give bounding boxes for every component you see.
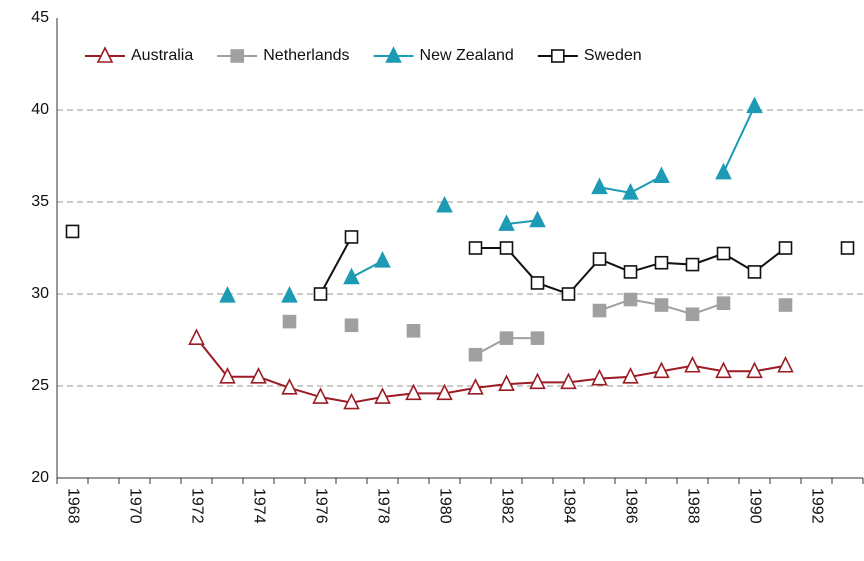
legend-label: New Zealand bbox=[420, 47, 514, 64]
y-tick-label: 20 bbox=[31, 469, 49, 486]
y-tick-label: 35 bbox=[31, 193, 49, 210]
marker bbox=[685, 307, 700, 322]
marker bbox=[561, 287, 576, 301]
marker bbox=[551, 49, 565, 63]
marker bbox=[560, 372, 577, 390]
legend-item: New Zealand bbox=[373, 46, 514, 64]
marker bbox=[653, 361, 670, 379]
marker bbox=[344, 230, 359, 244]
y-tick-label: 40 bbox=[31, 101, 49, 118]
marker bbox=[777, 355, 794, 373]
y-tick-label: 25 bbox=[31, 377, 49, 394]
marker bbox=[592, 303, 607, 318]
marker bbox=[746, 361, 763, 379]
marker bbox=[715, 162, 732, 180]
legend-label: Sweden bbox=[584, 47, 642, 64]
x-tick-label: 1986 bbox=[622, 488, 639, 524]
marker bbox=[468, 347, 483, 362]
marker bbox=[684, 355, 701, 373]
series-line bbox=[476, 300, 786, 355]
marker bbox=[529, 210, 546, 228]
marker bbox=[230, 49, 245, 63]
legend-label: Australia bbox=[131, 47, 193, 64]
marker bbox=[498, 214, 515, 231]
marker bbox=[622, 367, 639, 384]
marker bbox=[530, 331, 545, 345]
marker bbox=[313, 287, 328, 301]
marker bbox=[840, 241, 855, 255]
marker bbox=[654, 298, 669, 312]
marker bbox=[96, 46, 114, 63]
series-line bbox=[321, 237, 848, 294]
legend-item: Netherlands bbox=[217, 47, 350, 64]
marker bbox=[716, 246, 731, 261]
marker bbox=[343, 392, 360, 410]
x-tick-label: 1980 bbox=[436, 488, 453, 524]
marker bbox=[219, 286, 236, 303]
marker bbox=[716, 296, 731, 311]
x-tick-label: 1972 bbox=[188, 488, 205, 524]
marker bbox=[747, 265, 762, 279]
y-tick-label: 45 bbox=[31, 9, 49, 26]
marker bbox=[312, 387, 329, 404]
x-tick-label: 1974 bbox=[250, 488, 267, 524]
marker bbox=[530, 276, 545, 290]
marker bbox=[715, 361, 732, 379]
marker bbox=[498, 374, 515, 391]
marker bbox=[468, 241, 483, 255]
marker bbox=[685, 257, 700, 272]
marker bbox=[219, 367, 236, 384]
marker bbox=[374, 251, 391, 268]
marker bbox=[65, 224, 80, 239]
marker bbox=[653, 166, 670, 184]
marker bbox=[250, 367, 267, 384]
marker bbox=[746, 96, 763, 114]
marker bbox=[592, 252, 607, 266]
marker bbox=[281, 378, 298, 395]
x-tick-label: 1988 bbox=[684, 488, 701, 524]
legend-label: Netherlands bbox=[263, 47, 349, 64]
x-tick-label: 1976 bbox=[312, 488, 329, 524]
x-tick-label: 1968 bbox=[64, 488, 81, 524]
marker bbox=[499, 241, 514, 255]
y-tick-label: 30 bbox=[31, 285, 49, 302]
marker bbox=[778, 241, 793, 255]
marker bbox=[623, 292, 638, 307]
marker bbox=[778, 298, 793, 312]
marker bbox=[591, 368, 608, 386]
legend-item: Sweden bbox=[537, 47, 642, 64]
marker bbox=[529, 372, 546, 390]
x-tick-label: 1982 bbox=[498, 488, 515, 524]
marker bbox=[281, 286, 298, 303]
marker bbox=[499, 331, 514, 345]
marker bbox=[374, 387, 391, 404]
x-tick-label: 1992 bbox=[808, 488, 825, 524]
marker bbox=[405, 383, 422, 401]
marker bbox=[282, 314, 297, 329]
marker bbox=[623, 265, 638, 279]
marker bbox=[188, 328, 205, 345]
legend-item: Australia bbox=[85, 46, 193, 64]
marker bbox=[622, 183, 639, 200]
marker bbox=[343, 267, 360, 285]
x-tick-label: 1990 bbox=[746, 488, 763, 524]
marker bbox=[436, 383, 453, 401]
marker bbox=[406, 323, 421, 338]
marker bbox=[467, 378, 484, 395]
marker bbox=[344, 318, 359, 333]
series-line bbox=[351, 105, 756, 279]
x-tick-label: 1970 bbox=[126, 488, 143, 524]
x-tick-label: 1984 bbox=[560, 488, 577, 524]
x-tick-label: 1978 bbox=[374, 488, 391, 524]
marker bbox=[654, 255, 669, 270]
marker bbox=[385, 46, 402, 63]
marker bbox=[591, 177, 608, 195]
marker bbox=[436, 195, 453, 213]
